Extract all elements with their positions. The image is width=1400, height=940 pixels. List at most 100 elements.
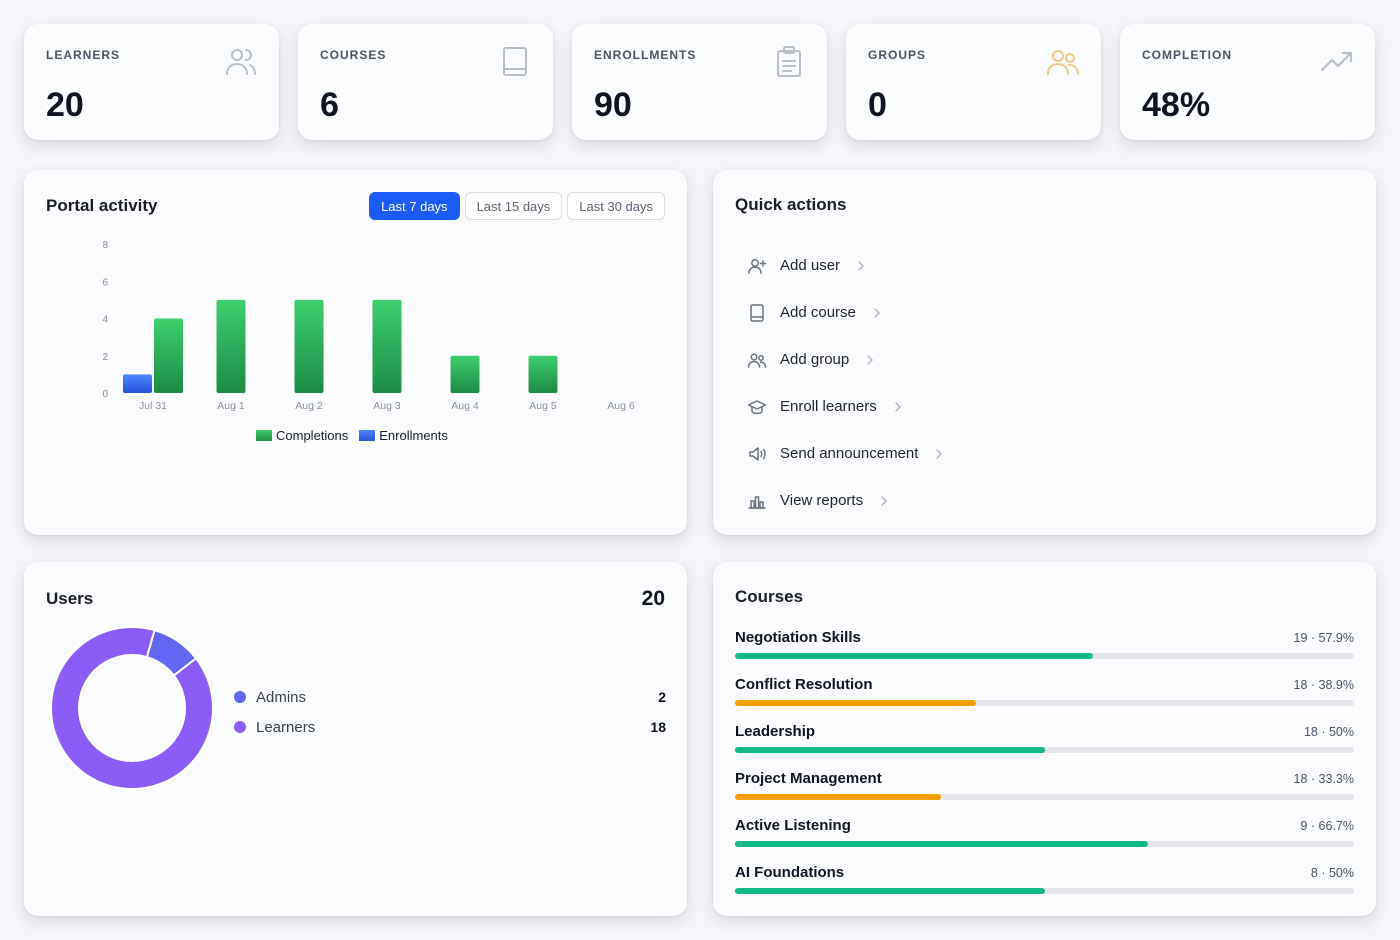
course-progress-fill xyxy=(735,747,1045,753)
legend-swatch xyxy=(359,430,376,441)
card-title: Users xyxy=(46,589,94,608)
bar-completions[interactable] xyxy=(216,299,246,393)
quick-action-add-course[interactable]: Add course xyxy=(747,289,944,336)
card-title: Courses xyxy=(735,587,804,606)
group-icon xyxy=(747,350,767,370)
stat-card-completion[interactable]: COMPLETION 48% xyxy=(1120,24,1375,140)
course-stats: 18 · 38.9% xyxy=(1293,678,1354,692)
card-title: Quick actions xyxy=(735,195,847,214)
course-progress-fill xyxy=(735,794,942,800)
chevron-right-icon xyxy=(934,448,944,460)
course-progress-track xyxy=(735,747,1354,753)
users-donut-chart xyxy=(50,626,214,790)
stat-card-learners[interactable]: LEARNERS 20 xyxy=(24,24,279,140)
bar-completions[interactable] xyxy=(294,299,324,393)
chart-legend: Completions Enrollments xyxy=(256,428,448,443)
x-tick-label: Aug 4 xyxy=(451,400,479,412)
course-name: Leadership xyxy=(735,723,816,740)
stat-card-groups[interactable]: GROUPS 0 xyxy=(846,24,1101,140)
course-progress-fill xyxy=(735,653,1094,659)
activity-bar-chart: 0 2 4 6 8 Jul 31 Aug 1 Aug 2 Aug 3 Aug 4 Aug 5 Aug … xyxy=(102,240,634,412)
stat-label: LEARNERS xyxy=(46,48,121,62)
course-progress-fill xyxy=(735,888,1045,894)
chevron-right-icon xyxy=(893,401,903,413)
course-progress-track xyxy=(735,700,1354,706)
quick-action-label: Add course xyxy=(780,304,856,321)
course-row-active-listening[interactable]: Active Listening 9 · 66.7% xyxy=(735,817,1354,847)
quick-action-send-announcement[interactable]: Send announcement xyxy=(747,430,944,477)
bar-completions[interactable] xyxy=(528,355,558,393)
course-name: Conflict Resolution xyxy=(735,676,873,693)
users-total: 20 xyxy=(641,587,665,610)
range-button-15-days[interactable]: Last 15 days xyxy=(464,192,563,220)
graduation-cap-icon xyxy=(747,397,767,417)
bar-completions[interactable] xyxy=(154,318,183,394)
quick-action-label: Add user xyxy=(780,257,841,274)
course-name: Project Management xyxy=(735,770,882,787)
legend-swatch xyxy=(256,430,272,441)
y-tick-label: 0 xyxy=(102,389,108,400)
course-row-project-management[interactable]: Project Management 18 · 33.3% xyxy=(735,770,1354,800)
course-row-ai-foundations[interactable]: AI Foundations 8 · 50% xyxy=(735,864,1354,894)
bar-completions[interactable] xyxy=(372,299,402,393)
courses-card: Courses Negotiation Skills 19 · 57.9% Con… xyxy=(713,562,1376,916)
book-icon xyxy=(747,303,767,323)
donut-segment-learners[interactable] xyxy=(50,626,214,790)
range-button-30-days[interactable]: Last 30 days xyxy=(567,192,665,220)
bar-enrollments[interactable] xyxy=(123,374,152,393)
quick-action-enroll-learners[interactable]: Enroll learners xyxy=(747,383,944,430)
stat-label: COMPLETION xyxy=(1142,48,1232,62)
stat-card-courses[interactable]: COURSES 6 xyxy=(298,24,553,140)
course-row-negotiation-skills[interactable]: Negotiation Skills 19 · 57.9% xyxy=(735,629,1354,659)
portal-activity-card: Portal activity Last 7 days Last 15 days… xyxy=(24,170,687,535)
range-button-7-days[interactable]: Last 7 days xyxy=(369,192,460,220)
course-progress-track xyxy=(735,794,1354,800)
chevron-right-icon xyxy=(865,354,875,366)
stat-card-enrollments[interactable]: ENROLLMENTS 90 xyxy=(572,24,827,140)
legend-label: Admins xyxy=(256,688,307,706)
y-tick-label: 4 xyxy=(102,315,108,326)
chevron-right-icon xyxy=(856,260,866,272)
stat-value: 6 xyxy=(320,86,339,124)
quick-action-label: Enroll learners xyxy=(780,398,877,415)
quick-action-label: View reports xyxy=(780,492,864,509)
course-stats: 18 · 33.3% xyxy=(1293,772,1354,786)
x-tick-label: Jul 31 xyxy=(139,400,167,412)
course-progress-track xyxy=(735,888,1354,894)
course-progress-fill xyxy=(735,700,976,706)
course-stats: 18 · 50% xyxy=(1303,725,1354,739)
legend-count: 2 xyxy=(658,689,666,705)
users-icon xyxy=(223,44,259,80)
stat-value: 48% xyxy=(1142,86,1211,124)
course-row-conflict-resolution[interactable]: Conflict Resolution 18 · 38.9% xyxy=(735,676,1354,706)
course-row-leadership[interactable]: Leadership 18 · 50% xyxy=(735,723,1354,753)
course-name: Active Listening xyxy=(735,817,851,834)
book-icon xyxy=(497,44,533,80)
course-name: AI Foundations xyxy=(735,864,845,881)
quick-action-add-group[interactable]: Add group xyxy=(747,336,944,383)
stat-value: 90 xyxy=(594,86,632,124)
legend-dot xyxy=(234,721,246,733)
users-legend-row-admins: Admins 2 xyxy=(234,682,666,712)
y-tick-label: 6 xyxy=(102,277,108,288)
card-title: Portal activity xyxy=(46,196,158,215)
legend-dot xyxy=(234,691,246,703)
quick-action-add-user[interactable]: Add user xyxy=(747,242,944,289)
chevron-right-icon xyxy=(879,495,889,507)
y-tick-label: 2 xyxy=(102,352,108,363)
bar-completions[interactable] xyxy=(450,355,480,393)
legend-label: Learners xyxy=(256,718,316,736)
quick-action-label: Add group xyxy=(780,351,850,368)
stat-label: COURSES xyxy=(320,48,387,62)
user-plus-icon xyxy=(747,256,767,276)
x-tick-label: Aug 1 xyxy=(217,400,245,412)
x-tick-label: Aug 5 xyxy=(529,400,557,412)
x-tick-label: Aug 3 xyxy=(373,400,401,412)
users-legend-row-learners: Learners 18 xyxy=(234,712,666,742)
stat-value: 20 xyxy=(46,86,84,124)
stat-label: GROUPS xyxy=(868,48,927,62)
quick-actions-card: Quick actions Add user Add course xyxy=(713,170,1376,535)
quick-action-view-reports[interactable]: View reports xyxy=(747,477,944,524)
legend-label: Completions xyxy=(276,428,349,443)
legend-item-completions: Completions xyxy=(256,428,348,443)
